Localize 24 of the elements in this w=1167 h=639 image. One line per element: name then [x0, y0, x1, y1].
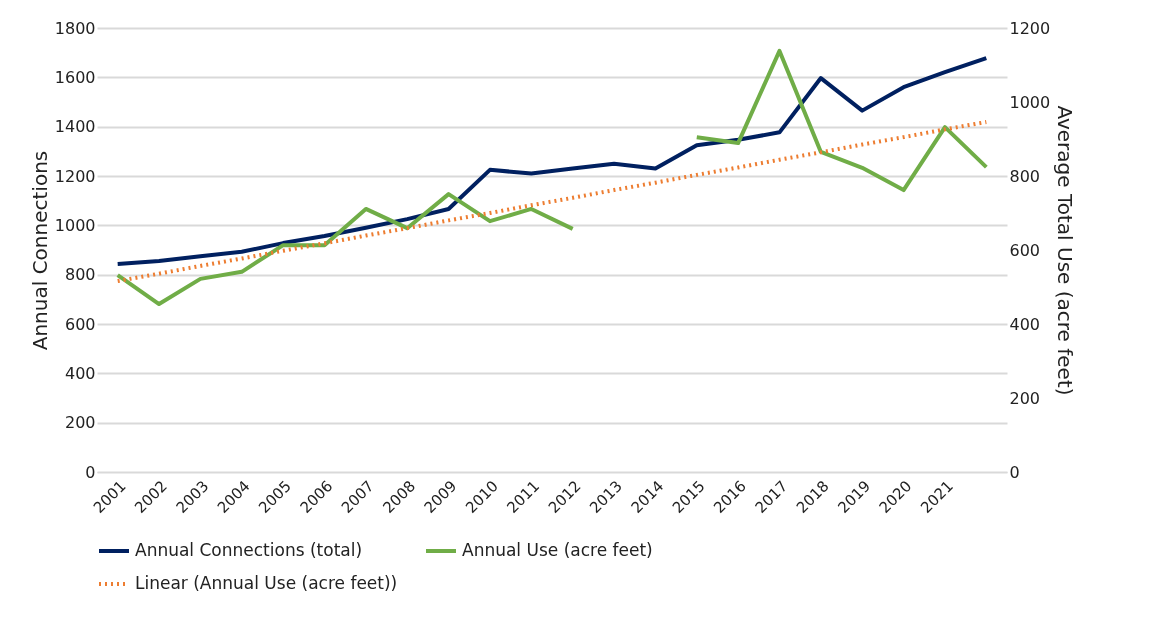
y-tick-label: 1200 — [54, 166, 96, 186]
y-tick-label: 0 — [85, 462, 96, 482]
y2-tick-label: 0 — [1009, 462, 1020, 482]
y-tick-label: 600 — [64, 314, 96, 334]
legend-label: Annual Use (acre feet) — [462, 540, 653, 560]
y2-tick-label: 1000 — [1009, 92, 1051, 112]
line-series — [115, 56, 989, 267]
legend-label: Annual Connections (total) — [135, 540, 363, 560]
y-tick-label: 1600 — [54, 67, 96, 87]
y-tick-label: 200 — [64, 413, 96, 433]
y-tick-label: 1400 — [54, 117, 96, 137]
y2-tick-label: 1200 — [1009, 18, 1051, 38]
y-tick-label: 800 — [64, 265, 96, 285]
y-tick-label: 1800 — [54, 18, 96, 38]
y-tick-label: 400 — [64, 363, 96, 383]
legend-label: Linear (Annual Use (acre feet)) — [135, 573, 398, 593]
y-tick-label: 1000 — [54, 215, 96, 235]
line-series — [115, 119, 989, 284]
y2-tick-label: 200 — [1009, 388, 1041, 408]
y2-tick-label: 600 — [1009, 240, 1041, 260]
y2-axis-title: Average Total Use (acre feet) — [1053, 105, 1078, 396]
y2-tick-label: 800 — [1009, 166, 1041, 186]
y2-tick-label: 400 — [1009, 314, 1041, 334]
y-axis-title: Annual Connections — [27, 150, 52, 351]
